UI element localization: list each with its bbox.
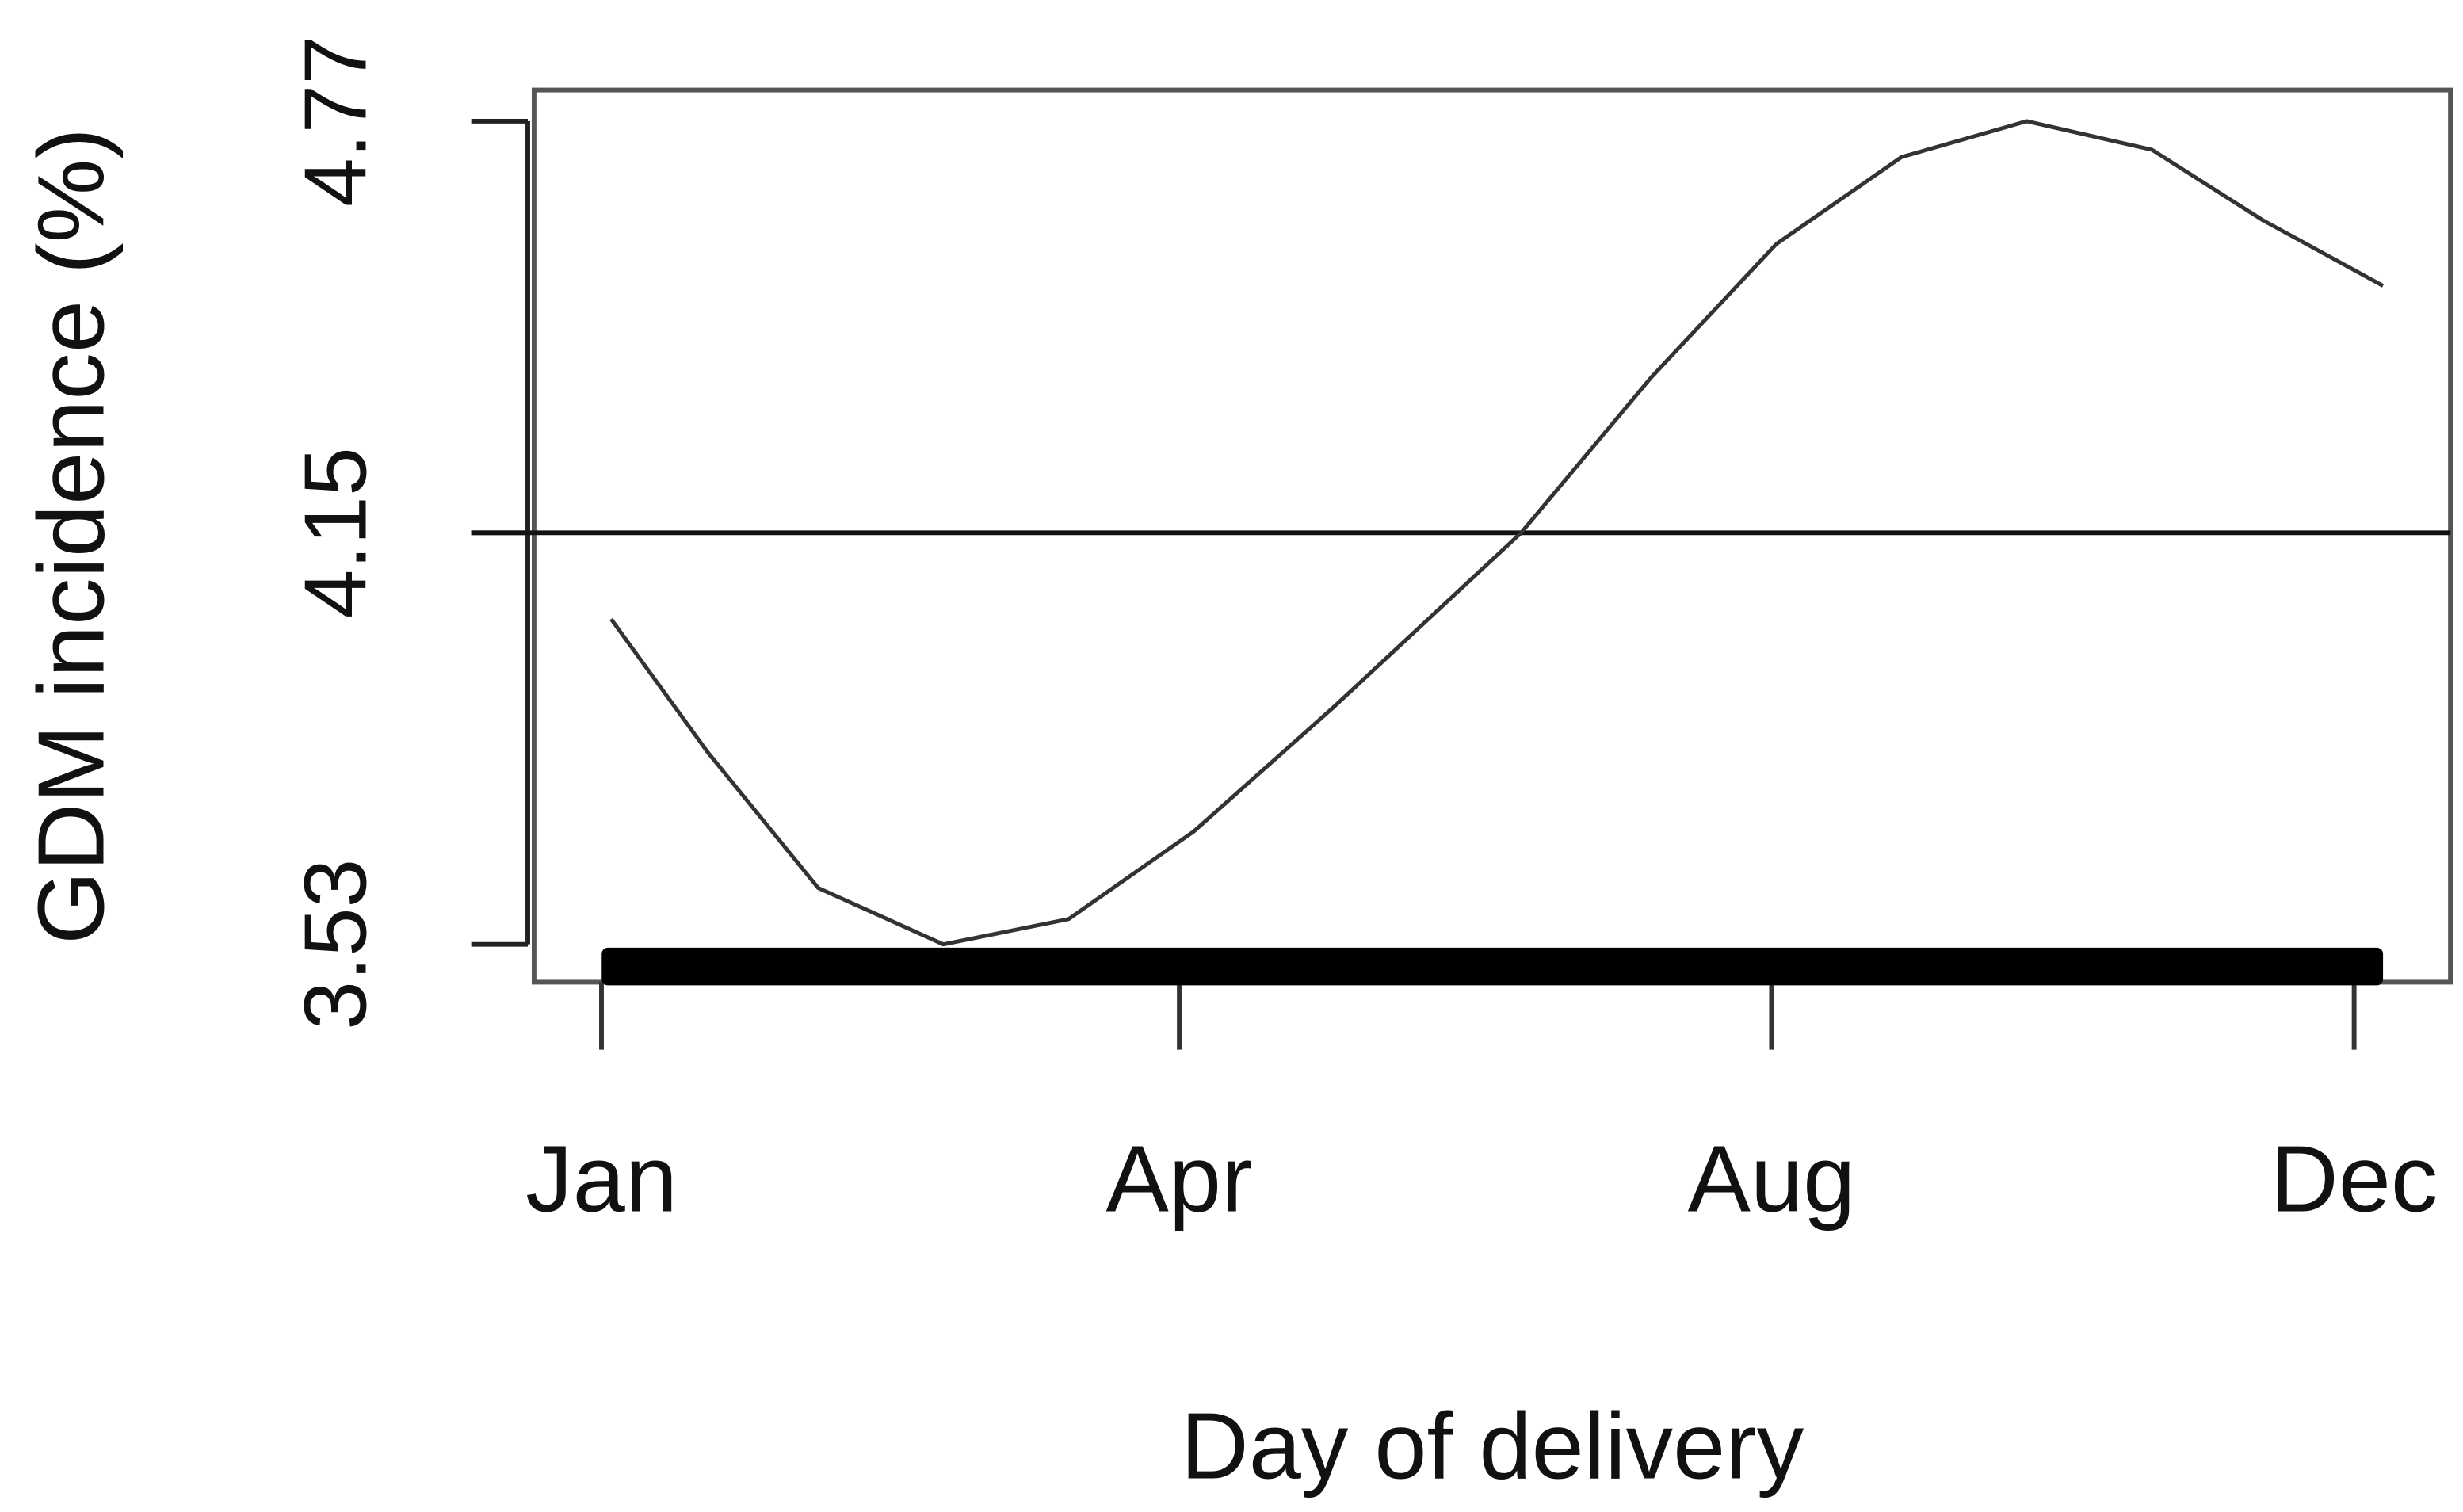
x-tick-label: Jan bbox=[525, 1127, 678, 1232]
line bbox=[609, 119, 2385, 947]
rug bbox=[601, 947, 2384, 986]
y-tick-label: 4.15 bbox=[286, 447, 384, 618]
x-tick-label: Apr bbox=[1106, 1127, 1253, 1232]
x-tick-label: Dec bbox=[2270, 1127, 2438, 1232]
x-tick-label: Aug bbox=[1688, 1127, 1856, 1232]
y-tick-label: 4.77 bbox=[286, 36, 384, 207]
plot-frame bbox=[531, 87, 2453, 985]
y-tick-label: 3.53 bbox=[286, 859, 384, 1030]
y-axis-title: GDM incidence (%) bbox=[19, 128, 124, 945]
x-axis-title: Day of delivery bbox=[1181, 1393, 1804, 1499]
